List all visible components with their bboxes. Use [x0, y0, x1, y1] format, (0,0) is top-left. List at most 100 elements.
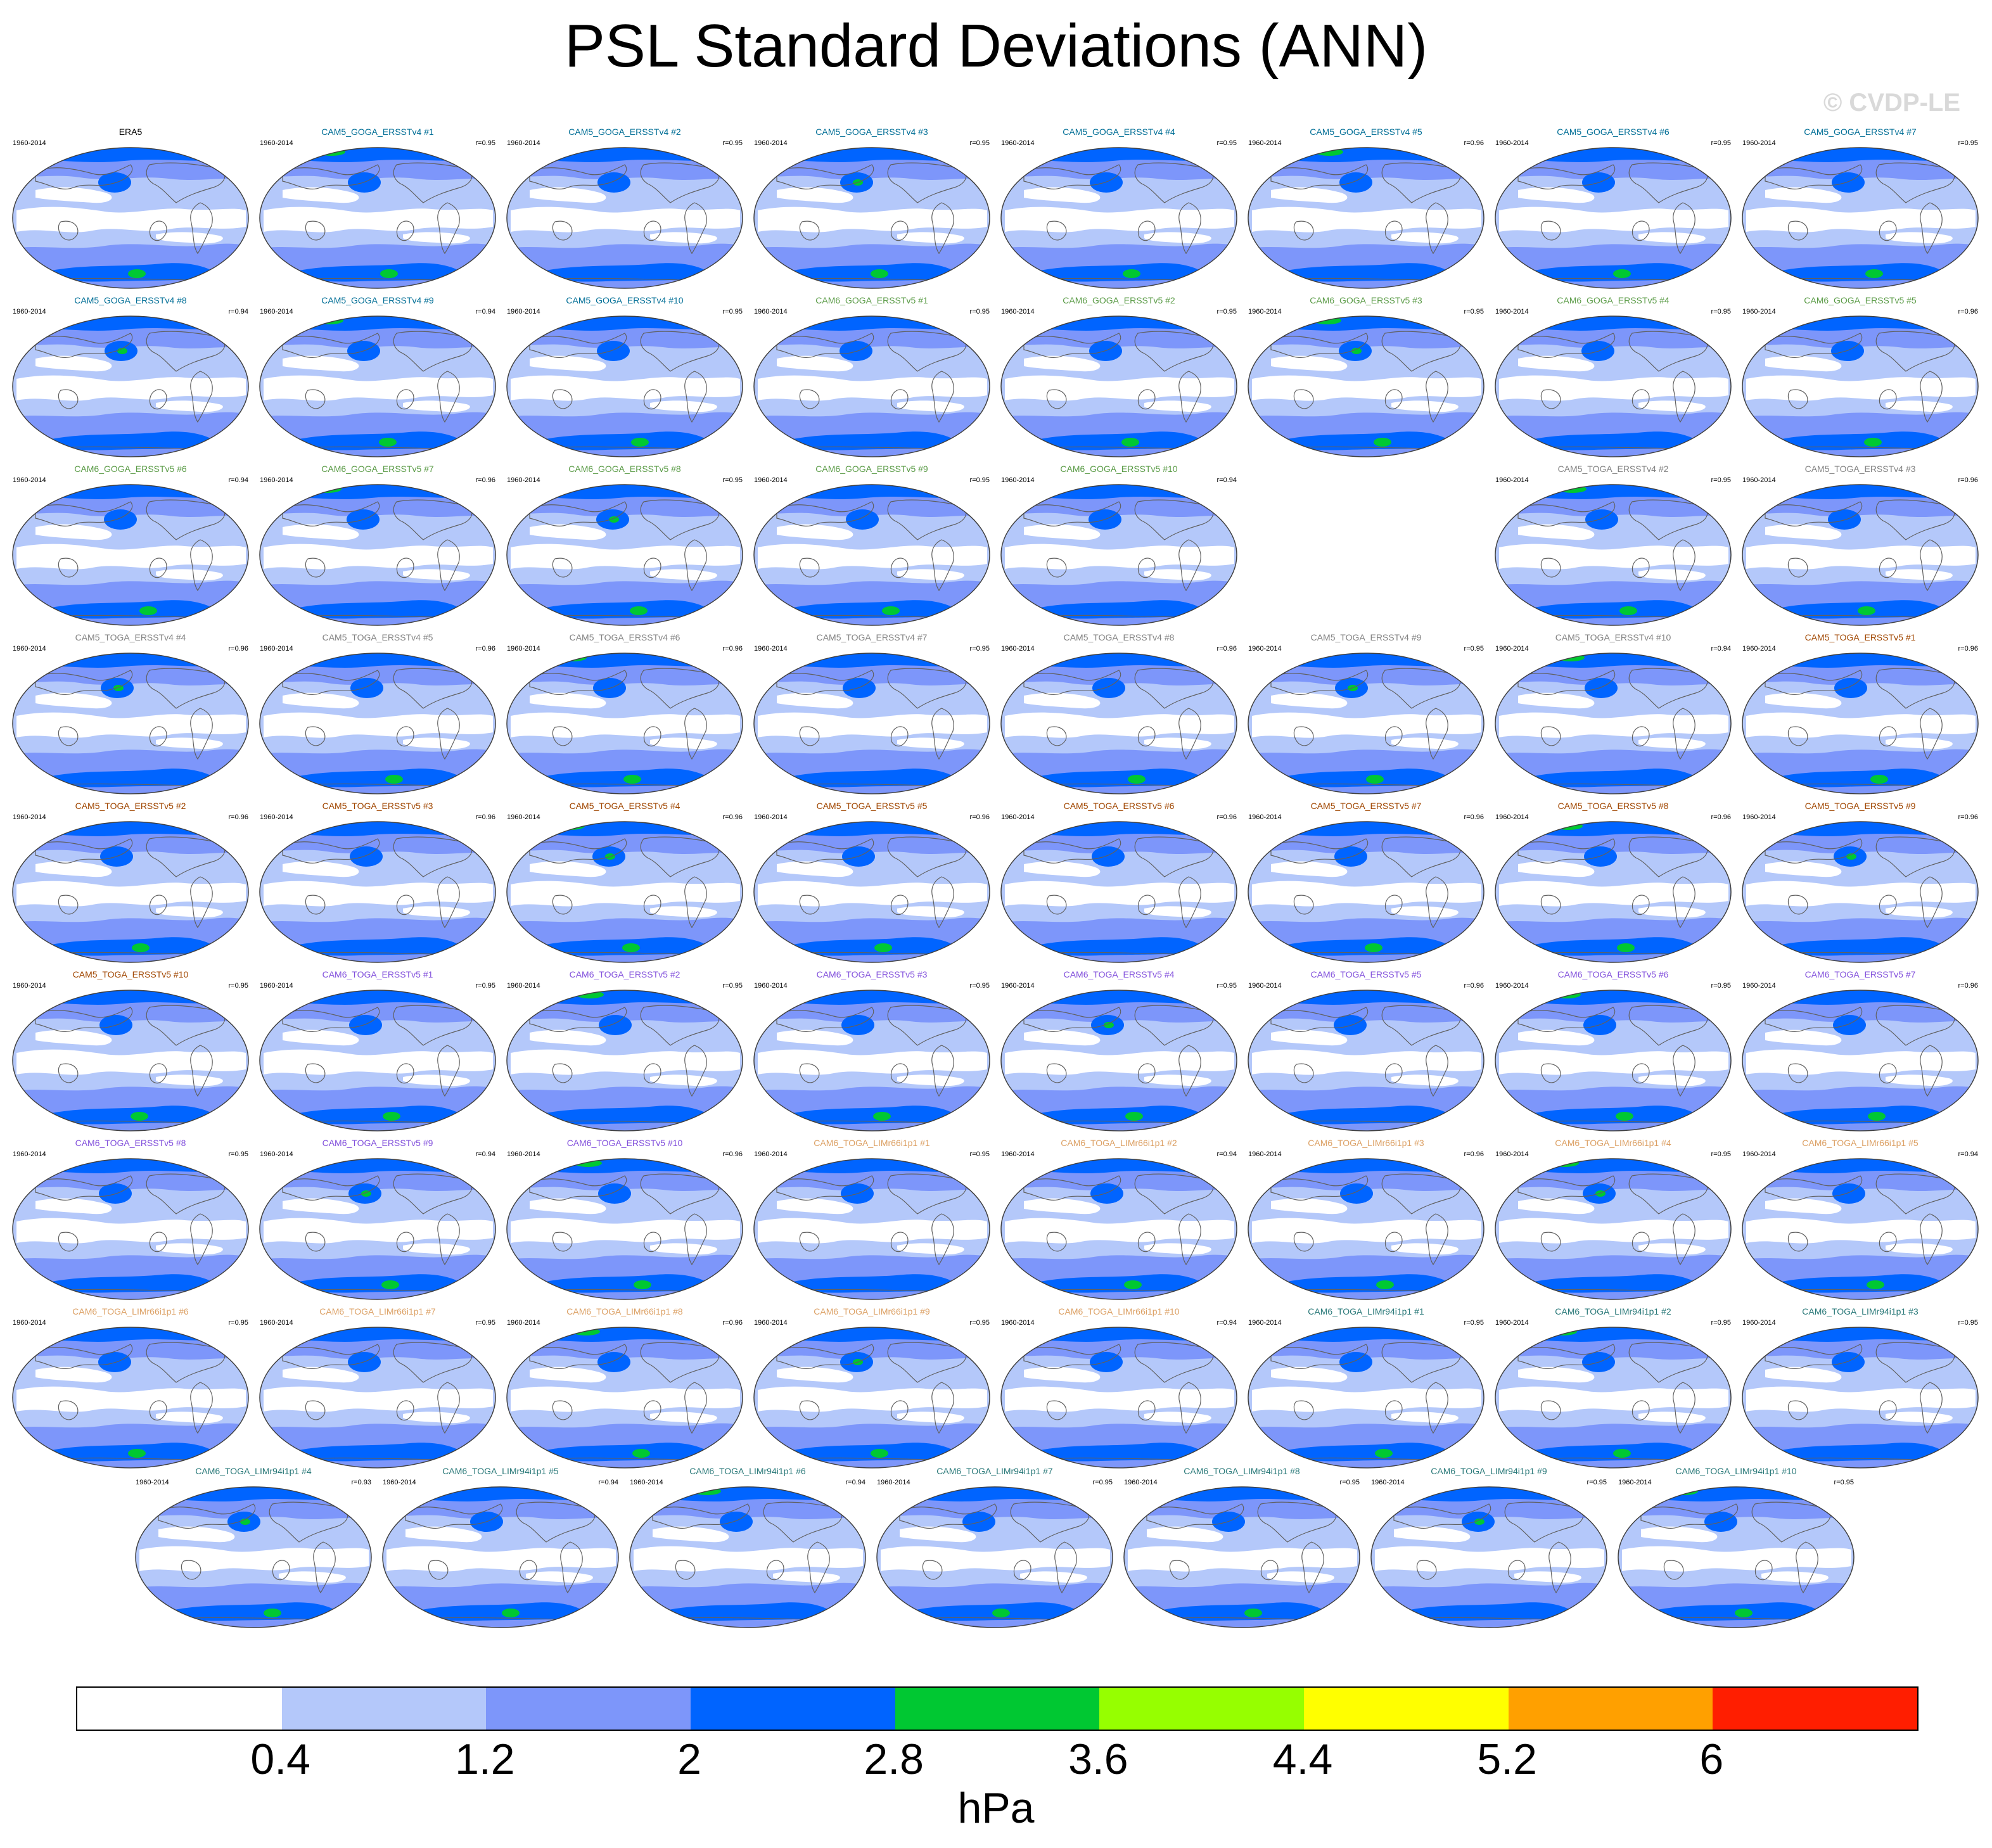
panel-period: 1960-2014	[1742, 1319, 1776, 1327]
panel-pattern-correlation: r=0.95	[722, 139, 743, 147]
panel-pattern-correlation: r=0.94	[228, 308, 249, 315]
contour-level-2-2p8	[789, 600, 961, 619]
globe-outline	[506, 484, 743, 626]
panel-title: CAM5_TOGA_ERSSTv4 #4	[75, 632, 186, 642]
contour-level-below-0p4	[530, 355, 606, 372]
watermark: © CVDP-LE	[1823, 89, 1960, 117]
panel-pattern-correlation: r=0.96	[475, 645, 496, 653]
panel-title: CAM5_GOGA_ERSSTv4 #1	[321, 127, 434, 137]
contour-level-below-0p4	[758, 881, 987, 907]
panel-title: CAM5_GOGA_ERSSTv4 #7	[1804, 127, 1917, 137]
contour-level-2-2p8	[1037, 768, 1208, 787]
contour-level-below-0p4	[1499, 1386, 1728, 1412]
contour-level-2p8-3p6	[1125, 1112, 1143, 1121]
contour-field	[1248, 1327, 1484, 1468]
globe-outline	[1495, 315, 1732, 457]
contour-level-below-0p4	[16, 881, 246, 907]
globe-map	[1742, 147, 1979, 289]
globe-map	[1742, 484, 1979, 626]
contour-field	[507, 148, 743, 288]
globe-map	[1742, 653, 1979, 794]
contour-level-below-0p4	[1746, 207, 1976, 233]
globe-map	[1495, 821, 1732, 963]
contour-level-below-0p4	[511, 375, 740, 401]
panel-title: CAM5_TOGA_ERSSTv4 #2	[1557, 464, 1669, 474]
colorbar-segment	[1099, 1688, 1305, 1730]
contour-level-below-0p4	[1271, 187, 1348, 203]
map-panel: CAM6_TOGA_LIMr94i1p1 #2 1960-2014 r=0.95	[1493, 1306, 1733, 1471]
panel-title: CAM6_TOGA_ERSSTv5 #3	[816, 969, 928, 979]
panel-title: CAM6_TOGA_LIMr66i1p1 #1	[814, 1138, 930, 1148]
map-panel: CAM5_GOGA_ERSSTv4 #4 1960-2014 r=0.95	[999, 127, 1239, 291]
contour-field	[1001, 990, 1237, 1131]
contour-level-2-2p8	[29, 1159, 238, 1173]
contour-field	[13, 485, 248, 625]
panel-pattern-correlation: r=0.95	[969, 645, 990, 653]
globe-outline	[12, 1327, 249, 1469]
map-panel: CAM6_GOGA_ERSSTv5 #9 1960-2014 r=0.95	[751, 464, 992, 628]
globe-outline	[1000, 1158, 1237, 1300]
contour-field	[507, 653, 743, 794]
contour-level-below-0p4	[777, 861, 853, 877]
contour-level-below-0p4	[35, 1198, 112, 1214]
contour-level-below-0p4	[1638, 737, 1706, 749]
panel-grid: ERA5 1960-2014 CAM5_GOGA_ERSSTv4 #1 1960-20…	[12, 127, 1979, 1628]
contour-level-below-0p4	[1746, 1218, 1976, 1244]
contour-level-below-0p4	[530, 861, 606, 877]
panel-title: CAM5_TOGA_ERSSTv4 #3	[1804, 464, 1916, 474]
contour-level-2p8-3p6	[383, 1112, 400, 1121]
contour-level-2p8-3p6	[317, 148, 345, 156]
globe-outline	[506, 990, 743, 1131]
contour-level-2-2p8	[1512, 822, 1721, 836]
panel-pattern-correlation: r=0.96	[1464, 139, 1484, 147]
globe-outline	[629, 1486, 866, 1628]
map-panel: CAM6_TOGA_LIMr66i1p1 #9 1960-2014 r=0.95	[751, 1306, 992, 1471]
contour-level-below-0p4	[1638, 1243, 1706, 1255]
panel-period: 1960-2014	[1495, 139, 1529, 147]
panel-title: CAM5_GOGA_ERSSTv4 #2	[568, 127, 681, 137]
contour-level-below-0p4	[35, 524, 112, 540]
contour-level-below-0p4	[1391, 1243, 1459, 1255]
contour-level-2-2p8	[1759, 990, 1968, 1005]
contour-level-below-0p4	[264, 712, 493, 738]
panel-period: 1960-2014	[1495, 645, 1529, 653]
globe-outline	[259, 1327, 496, 1469]
map-panel: CAM6_TOGA_ERSSTv5 #1 1960-2014 r=0.95	[257, 969, 498, 1134]
contour-level-2-2p8	[789, 768, 961, 787]
contour-level-2-2p8	[152, 1487, 361, 1501]
panel-pattern-correlation: r=0.95	[475, 982, 496, 990]
map-panel: CAM5_TOGA_ERSSTv5 #3 1960-2014 r=0.96	[257, 801, 498, 965]
contour-field	[1248, 316, 1484, 457]
panel-period: 1960-2014	[1742, 1150, 1776, 1158]
contour-level-below-0p4	[1391, 400, 1459, 412]
panel-title: CAM5_TOGA_ERSSTv5 #3	[322, 801, 433, 811]
contour-level-below-0p4	[650, 1411, 717, 1424]
colorbar-tick-label: 0.4	[250, 1735, 310, 1783]
panel-pattern-correlation: r=0.95	[1711, 476, 1732, 484]
globe-outline	[259, 821, 496, 963]
contour-level-below-0p4	[1252, 375, 1481, 401]
contour-level-2p8-3p6	[874, 943, 892, 952]
panel-period: 1960-2014	[13, 982, 46, 990]
globe-outline	[12, 147, 249, 289]
contour-level-2-2p8	[48, 1274, 219, 1293]
globe-map	[506, 484, 743, 626]
contour-level-below-0p4	[1252, 1049, 1481, 1075]
contour-field	[1495, 1159, 1731, 1299]
globe-outline	[1000, 821, 1237, 963]
contour-level-below-0p4	[156, 400, 223, 412]
contour-level-2p8-3p6	[1376, 1280, 1394, 1289]
contour-level-2p8-3p6	[1104, 1022, 1114, 1028]
contour-level-below-0p4	[35, 1029, 112, 1046]
contour-level-2p8-3p6	[609, 516, 619, 523]
contour-level-below-0p4	[283, 187, 359, 203]
map-panel: CAM6_GOGA_ERSSTv5 #10 1960-2014 r=0.94	[999, 464, 1239, 628]
globe-outline	[753, 990, 990, 1131]
globe-map	[1248, 1158, 1484, 1300]
globe-outline	[12, 484, 249, 626]
globe-map	[753, 484, 990, 626]
contour-level-below-0p4	[264, 881, 493, 907]
contour-level-below-0p4	[773, 1571, 840, 1583]
globe-outline	[12, 1158, 249, 1300]
globe-outline	[1742, 1327, 1979, 1469]
